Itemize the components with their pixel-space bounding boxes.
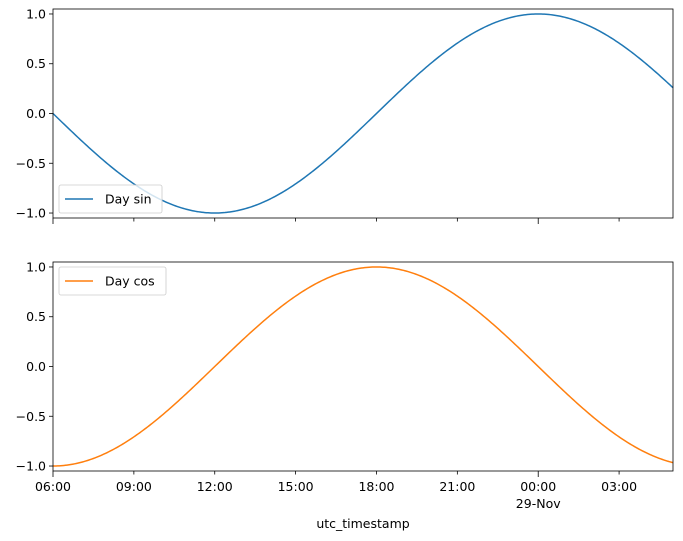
bottom-y-tick-label: −1.0 bbox=[16, 459, 46, 474]
top-x-ticks bbox=[52, 218, 620, 224]
top-y-tick-label: 0.0 bbox=[26, 106, 46, 121]
top-y-tick-label: −0.5 bbox=[16, 156, 46, 171]
top-legend: Day sin bbox=[58, 184, 163, 214]
x-tick-label: 06:00 bbox=[35, 479, 71, 494]
bottom-y-tick-label: 0.5 bbox=[26, 309, 46, 324]
x-tick-date-label: 29-Nov bbox=[516, 496, 561, 511]
bottom-y-tick-label: −0.5 bbox=[16, 409, 46, 424]
top-y-ticks: 1.0 0.5 0.0 −0.5 −1.0 bbox=[16, 6, 53, 221]
x-tick-label: 18:00 bbox=[358, 479, 394, 494]
top-y-tick-label: 0.5 bbox=[26, 56, 46, 71]
top-series-line-0 bbox=[52, 13, 674, 214]
top-y-tick-label: 1.0 bbox=[26, 6, 46, 21]
bottom-legend-box bbox=[58, 266, 167, 296]
x-tick-label: 12:00 bbox=[197, 479, 233, 494]
x-tick-label: 00:00 bbox=[520, 479, 556, 494]
top-subplot: 1.0 0.5 0.0 −0.5 −1.0 Day sin bbox=[16, 6, 674, 224]
bottom-legend: Day cos bbox=[58, 266, 167, 296]
bottom-series-line-0 bbox=[52, 266, 674, 467]
bottom-y-tick-label: 0.0 bbox=[26, 359, 46, 374]
x-tick-label: 15:00 bbox=[278, 479, 314, 494]
bottom-y-tick-label: 1.0 bbox=[26, 259, 46, 274]
x-tick-label: 09:00 bbox=[116, 479, 152, 494]
x-axis-label: utc_timestamp bbox=[316, 516, 409, 531]
x-tick-label: 03:00 bbox=[601, 479, 637, 494]
top-plot-area bbox=[52, 13, 674, 214]
bottom-plot-area bbox=[52, 266, 674, 467]
x-tick-label: 21:00 bbox=[439, 479, 475, 494]
top-legend-box bbox=[58, 184, 163, 214]
bottom-legend-label: Day cos bbox=[105, 274, 155, 289]
top-y-tick-label: −1.0 bbox=[16, 206, 46, 221]
bottom-x-ticks: 06:00 09:00 12:00 15:00 18:00 21:00 00:00 29-No… bbox=[35, 471, 637, 511]
bottom-subplot: 1.0 0.5 0.0 −0.5 −1.0 06:00 09:00 12:00 15:00 18… bbox=[16, 259, 674, 531]
top-legend-label: Day sin bbox=[105, 192, 152, 207]
bottom-y-ticks: 1.0 0.5 0.0 −0.5 −1.0 bbox=[16, 259, 53, 474]
